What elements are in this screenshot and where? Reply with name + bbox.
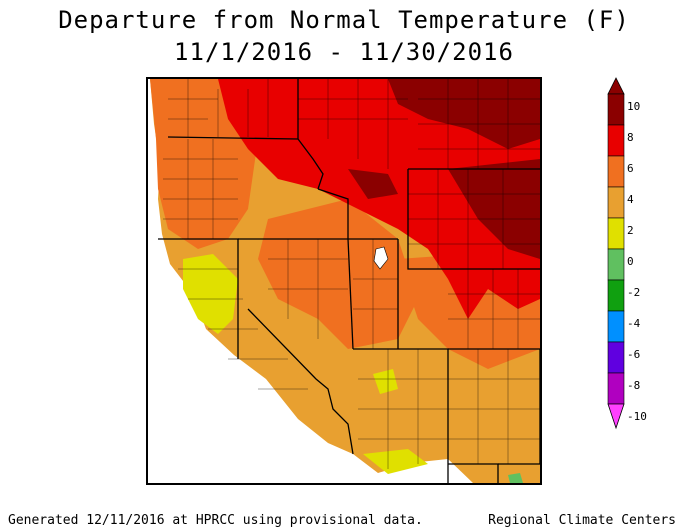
legend-tick-label: -2 bbox=[627, 286, 640, 299]
legend-band bbox=[607, 310, 625, 343]
legend-band bbox=[607, 155, 625, 188]
legend-arrow-top bbox=[607, 77, 625, 95]
legend-band bbox=[607, 341, 625, 374]
legend-tick-label: -8 bbox=[627, 379, 640, 392]
anomaly-zone-neg2to0 bbox=[508, 473, 523, 483]
legend-band bbox=[607, 279, 625, 312]
map-title: Departure from Normal Temperature (F) bbox=[58, 6, 630, 34]
legend-arrow-bottom bbox=[607, 403, 625, 430]
legend-band bbox=[607, 248, 625, 281]
legend-tick-label: 6 bbox=[627, 162, 634, 175]
anomaly-zone-0to2-arizona bbox=[373, 369, 398, 394]
legend-tick-label: -4 bbox=[627, 317, 641, 330]
anomaly-zone-4to6-central bbox=[258, 199, 418, 349]
legend-tick-label: 8 bbox=[627, 131, 634, 144]
legend-tick-label: 2 bbox=[627, 224, 634, 237]
footer-generated-note: Generated 12/11/2016 at HPRCC using prov… bbox=[8, 513, 423, 528]
map-date-range: 11/1/2016 - 11/30/2016 bbox=[174, 38, 514, 66]
anomaly-zone-8to10-center bbox=[348, 169, 398, 199]
great-salt-lake bbox=[373, 246, 389, 270]
anomaly-zone-8to10-east bbox=[448, 159, 540, 259]
color-legend: 10 8 6 4 2 0 -2 -4 -6 -8 -10 bbox=[600, 76, 680, 456]
anomaly-zone-0to2-california bbox=[183, 254, 238, 334]
legend-tick-label: -6 bbox=[627, 348, 640, 361]
legend-band bbox=[607, 372, 625, 405]
footer-attribution: Regional Climate Centers bbox=[488, 513, 676, 528]
legend-tick-label: -10 bbox=[627, 410, 647, 423]
legend-band bbox=[607, 217, 625, 250]
legend-tick-label: 10 bbox=[627, 100, 640, 113]
anomaly-zone-0to2-south bbox=[363, 449, 428, 474]
legend-tick-label: 0 bbox=[627, 255, 634, 268]
legend-band bbox=[607, 124, 625, 157]
county-boundaries bbox=[163, 79, 540, 469]
legend-tick-label: 4 bbox=[627, 193, 634, 206]
legend-band bbox=[607, 186, 625, 219]
temperature-departure-map bbox=[146, 77, 542, 485]
anomaly-zone-8to10-north bbox=[388, 79, 540, 149]
legend-band bbox=[607, 93, 625, 126]
